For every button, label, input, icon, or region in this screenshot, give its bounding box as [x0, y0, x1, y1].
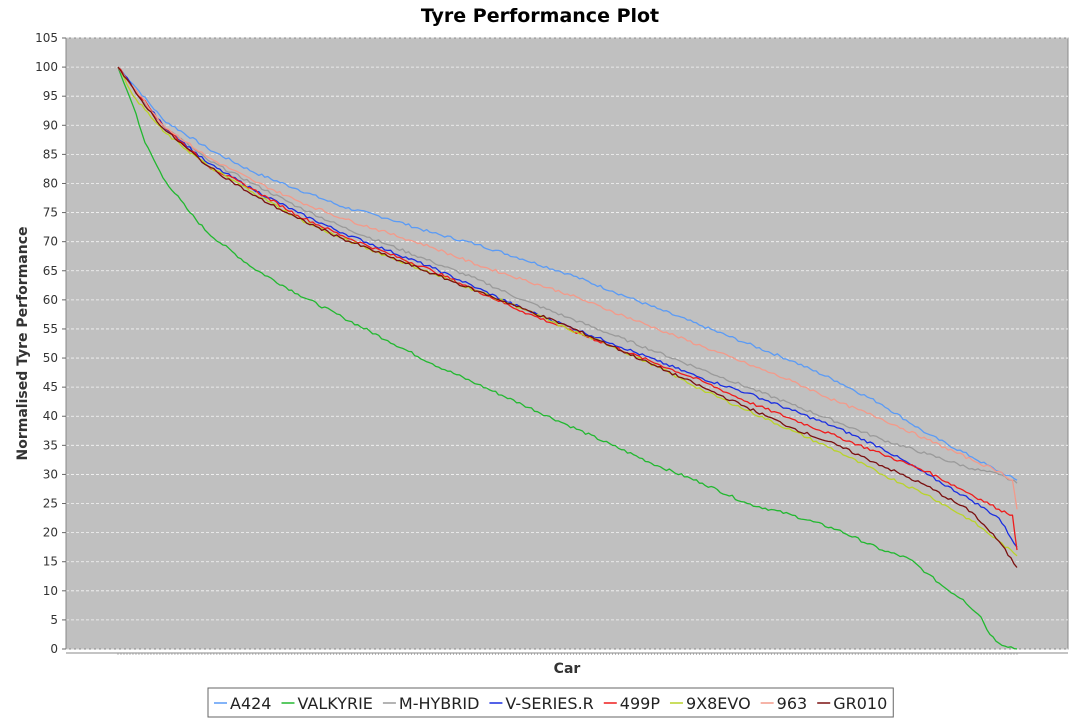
y-tick-label: 50 [43, 351, 58, 365]
y-tick-label: 10 [43, 584, 58, 598]
y-tick-label: 100 [35, 60, 58, 74]
y-tick-label: 65 [43, 264, 58, 278]
plot-area [65, 37, 1069, 650]
series-line-valkyrie [117, 66, 1018, 650]
legend-item-label: 963 [777, 694, 808, 713]
y-tick-label: 45 [43, 380, 58, 394]
grid-lines [66, 37, 1068, 650]
legend-item-label: 9X8EVO [686, 694, 751, 713]
legend-item-label: M-HYBRID [399, 694, 480, 713]
series-line-963 [117, 66, 1018, 510]
x-axis [66, 652, 1068, 655]
y-tick-label: 30 [43, 467, 58, 481]
y-axis: 0 5 10 15 20 25 30 35 40 45 50 55 60 65 70 75 80 85 90 95 10… [35, 31, 67, 656]
series-line-a424 [117, 66, 1018, 481]
legend-item-label: V-SERIES.R [505, 694, 593, 713]
series-lines [117, 66, 1018, 650]
legend: A424 VALKYRIE M-HYBRID V-SERIES.R 499P 9X8EVO… [207, 687, 894, 718]
legend-item-label: VALKYRIE [297, 694, 372, 713]
y-tick-label: 70 [43, 235, 58, 249]
y-tick-label: 0 [50, 642, 58, 656]
y-tick-label: 85 [43, 147, 58, 161]
y-tick-label: 40 [43, 409, 58, 423]
y-tick-label: 90 [43, 118, 58, 132]
legend-item-label: A424 [230, 694, 271, 713]
series-line-m-hybrid [117, 66, 1018, 484]
legend-item-label: GR010 [833, 694, 887, 713]
y-axis-label: Normalised Tyre Performance [15, 227, 31, 461]
legend-box [207, 687, 894, 718]
y-tick-label: 95 [43, 89, 58, 103]
y-tick-label: 20 [43, 526, 58, 540]
series-line-499p [117, 66, 1018, 551]
y-tick-label: 60 [43, 293, 58, 307]
y-tick-label: 80 [43, 176, 58, 190]
chart-title: Tyre Performance Plot [421, 5, 659, 27]
y-tick-label: 25 [43, 497, 58, 511]
y-tick-label: 5 [50, 613, 58, 627]
y-tick-label: 75 [43, 206, 58, 220]
y-tick-label: 55 [43, 322, 58, 336]
y-tick-label: 105 [35, 31, 58, 45]
y-tick-label: 15 [43, 555, 58, 569]
series-line-9x8evo [117, 66, 1018, 557]
y-tick-label: 35 [43, 438, 58, 452]
series-line-gr010 [117, 66, 1018, 568]
legend-item-label: 499P [620, 694, 661, 713]
x-axis-label: Car [554, 661, 581, 677]
